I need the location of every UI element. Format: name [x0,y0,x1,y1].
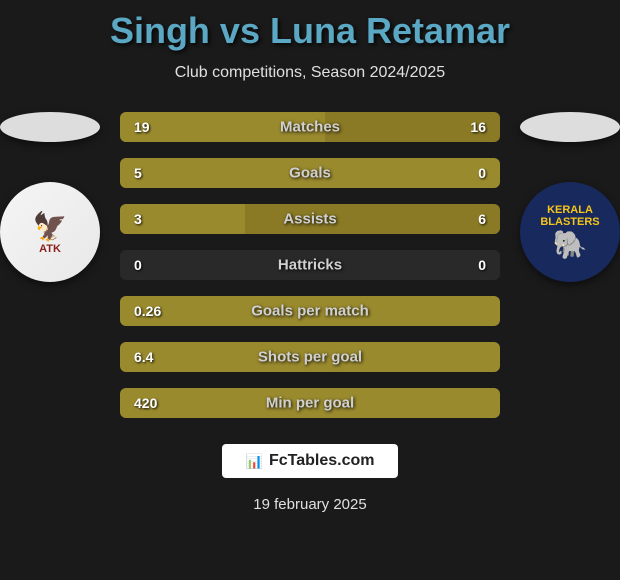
stat-label: Shots per goal [258,349,362,366]
stat-label: Min per goal [266,395,354,412]
content-row: 🦅 ATK 19 16 Matches 5 0 Goals 3 6 Assists 0 0 Hattr… [0,112,620,418]
player-right-photo [520,112,620,142]
stat-value-right: 0 [478,257,486,273]
stat-value-left: 6.4 [134,349,153,365]
player-left-side: 🦅 ATK [0,112,100,282]
team-badge-right-label: KERALA BLASTERS [520,204,620,228]
stat-row: 0 0 Hattricks [120,250,500,280]
team-badge-left: 🦅 ATK [0,182,100,282]
footer-brand: 📊 FcTables.com [222,444,399,478]
stat-value-right: 16 [470,119,486,135]
page-title: Singh vs Luna Retamar [110,10,510,52]
stat-label: Goals [289,165,331,182]
player-left-photo [0,112,100,142]
footer-brand-text: FcTables.com [269,452,375,470]
subtitle: Club competitions, Season 2024/2025 [175,64,445,82]
stat-row: 5 0 Goals [120,158,500,188]
stat-value-left: 3 [134,211,142,227]
eagle-icon: 🦅 [33,210,68,243]
stat-label: Assists [283,211,336,228]
stat-value-left: 5 [134,165,142,181]
stat-row: 6.4 Shots per goal [120,342,500,372]
stat-label: Matches [280,119,340,136]
stat-row: 420 Min per goal [120,388,500,418]
player-right-side: KERALA BLASTERS 🐘 [520,112,620,282]
stat-value-left: 0 [134,257,142,273]
chart-icon: 📊 [246,453,263,470]
stat-row: 0.26 Goals per match [120,296,500,326]
stat-label: Hattricks [278,257,342,274]
footer-date: 19 february 2025 [253,496,366,513]
stats-column: 19 16 Matches 5 0 Goals 3 6 Assists 0 0 Hattricks 0.… [120,112,500,418]
stat-value-left: 420 [134,395,157,411]
stat-value-right: 0 [478,165,486,181]
stat-row: 3 6 Assists [120,204,500,234]
team-badge-left-label: ATK [39,243,61,255]
stat-value-left: 19 [134,119,150,135]
stat-value-right: 6 [478,211,486,227]
stat-value-left: 0.26 [134,303,161,319]
elephant-icon: 🐘 [553,228,588,261]
team-badge-right: KERALA BLASTERS 🐘 [520,182,620,282]
stat-row: 19 16 Matches [120,112,500,142]
stat-label: Goals per match [251,303,369,320]
